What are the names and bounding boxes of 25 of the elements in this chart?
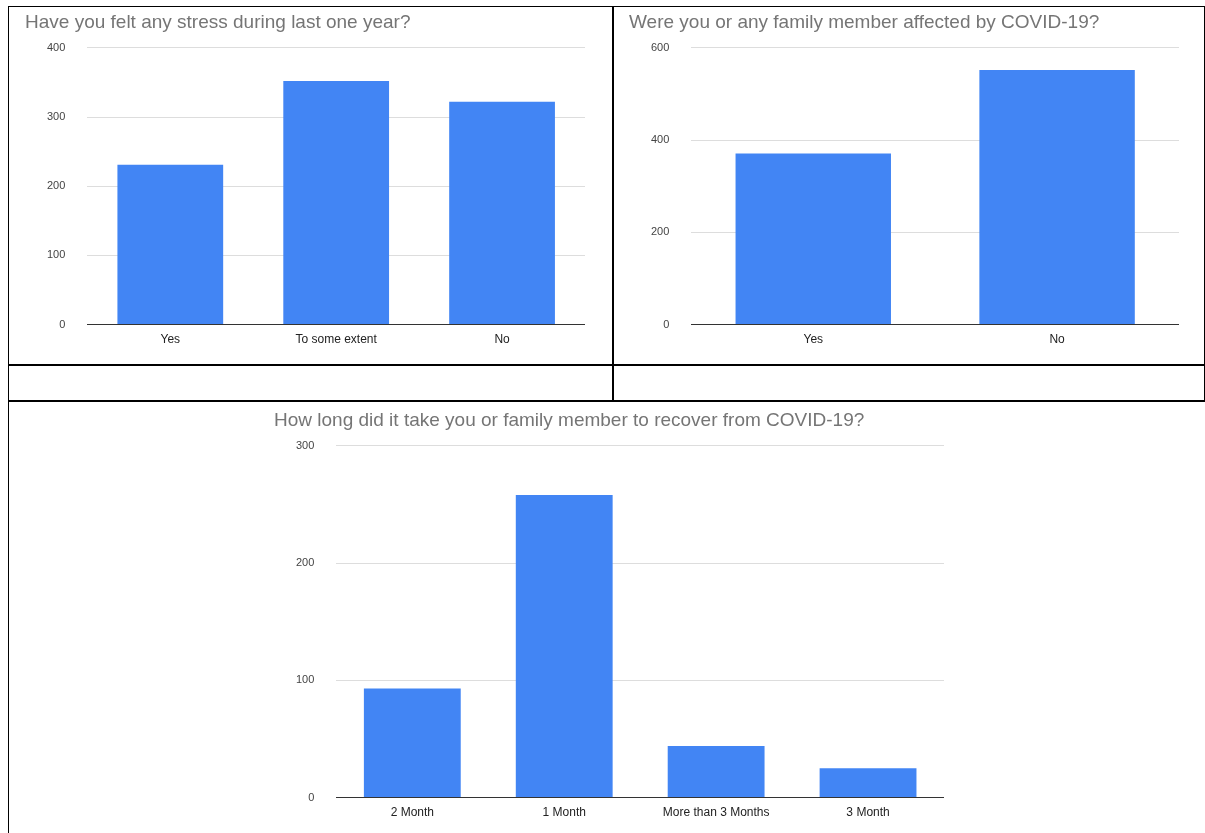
y-tick-label: 200 <box>295 556 315 569</box>
x-tick-label: Yes <box>803 332 824 347</box>
y-tick-label: 300 <box>46 110 66 123</box>
x-tick-label: 3 Month <box>846 805 890 820</box>
chart-title: Have you felt any stress during last one year? <box>25 10 411 32</box>
y-tick-label: 100 <box>46 248 66 261</box>
y-tick-label: 0 <box>308 790 315 803</box>
x-tick-label: More than 3 Months <box>662 805 770 820</box>
x-tick-label: No <box>1049 332 1066 347</box>
y-tick-label: 200 <box>650 225 670 238</box>
chart-title: Were you or any family member affected by COVID-19? <box>629 10 1100 32</box>
x-tick-label: No <box>494 332 511 347</box>
x-tick-label: To some extent <box>295 332 378 347</box>
y-tick-label: 0 <box>663 317 670 330</box>
y-tick-label: 100 <box>295 673 315 686</box>
y-tick-label: 400 <box>46 40 66 53</box>
x-tick-label: Yes <box>160 332 181 347</box>
y-tick-label: 600 <box>650 40 670 53</box>
y-tick-label: 400 <box>650 133 670 146</box>
y-tick-label: 200 <box>46 179 66 192</box>
chart-title: How long did it take you or family member to recover from COVID-19? <box>274 408 865 430</box>
y-tick-label: 300 <box>295 438 315 451</box>
y-tick-label: 0 <box>59 317 66 330</box>
x-tick-label: 2 Month <box>390 805 434 820</box>
x-tick-label: 1 Month <box>542 805 586 820</box>
